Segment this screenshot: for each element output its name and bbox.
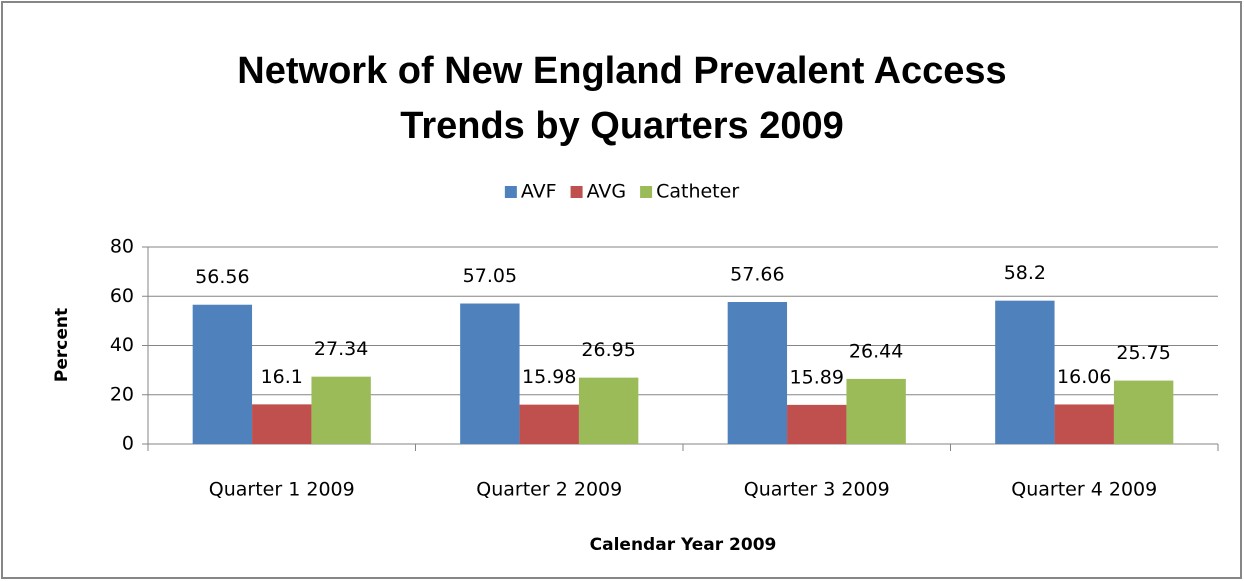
bar	[519, 404, 579, 444]
legend-swatch	[570, 186, 583, 198]
bar	[252, 404, 312, 444]
value-label: 57.66	[730, 264, 784, 286]
value-label: 16.1	[261, 366, 303, 388]
bar	[460, 303, 520, 444]
value-label: 16.06	[1057, 366, 1111, 388]
bar	[846, 378, 906, 444]
bar	[578, 377, 639, 444]
bar	[727, 302, 788, 444]
x-tick-label: Quarter 4 2009	[1011, 479, 1157, 501]
bar	[192, 304, 253, 444]
value-label: 26.44	[849, 340, 903, 362]
bar	[1054, 404, 1114, 444]
bar	[311, 376, 371, 444]
value-label: 56.56	[195, 266, 249, 288]
legend-label: AVF	[521, 181, 557, 203]
y-axis-label: Percent	[52, 308, 72, 382]
value-label: 27.34	[314, 338, 368, 360]
x-tick-label: Quarter 1 2009	[209, 479, 355, 501]
chart-title: Trends by Quarters 2009	[400, 105, 844, 147]
bar	[1113, 380, 1174, 444]
x-axis-label: Calendar Year 2009	[590, 535, 777, 555]
y-tick-label: 60	[110, 285, 134, 307]
x-tick-label: Quarter 2 2009	[476, 479, 622, 501]
bar	[995, 300, 1055, 444]
value-label: 26.95	[581, 339, 635, 361]
x-tick-label: Quarter 3 2009	[744, 479, 890, 501]
y-tick-label: 0	[122, 433, 134, 455]
value-label: 15.89	[790, 366, 844, 388]
legend-label: Catheter	[656, 181, 739, 203]
legend-swatch	[640, 186, 653, 198]
bar	[787, 404, 847, 444]
legend-swatch	[504, 186, 517, 198]
value-label: 58.2	[1004, 262, 1046, 284]
value-label: 15.98	[522, 366, 576, 388]
y-tick-label: 20	[110, 383, 134, 405]
value-label: 57.05	[463, 265, 517, 287]
y-tick-label: 40	[110, 334, 134, 356]
value-label: 25.75	[1116, 342, 1170, 364]
legend-label: AVG	[587, 181, 627, 203]
y-tick-label: 80	[110, 236, 134, 258]
chart-title: Network of New England Prevalent Access	[237, 50, 1006, 92]
